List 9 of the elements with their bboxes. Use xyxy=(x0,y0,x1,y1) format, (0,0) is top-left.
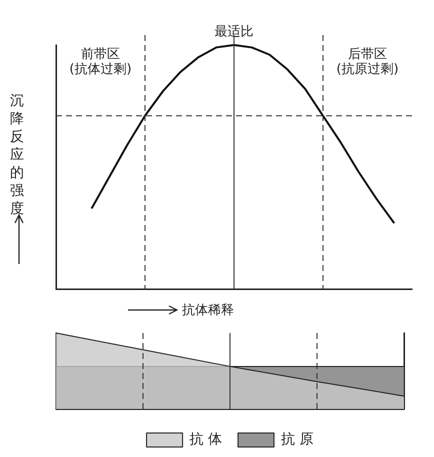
annotation: (抗原过剩) xyxy=(336,62,399,77)
legend-label: 抗 原 xyxy=(281,432,314,448)
text: 最适比 xyxy=(214,24,254,40)
x-axis-title: 抗体稀释 xyxy=(182,302,234,319)
annotation: 前带区 xyxy=(81,47,120,62)
legend-label: 抗 体 xyxy=(190,432,222,448)
annotation: 后带区 xyxy=(348,47,387,62)
annotation: (抗体过剩) xyxy=(69,62,132,77)
y-axis-title: 沉降反应的强度 xyxy=(10,92,25,218)
